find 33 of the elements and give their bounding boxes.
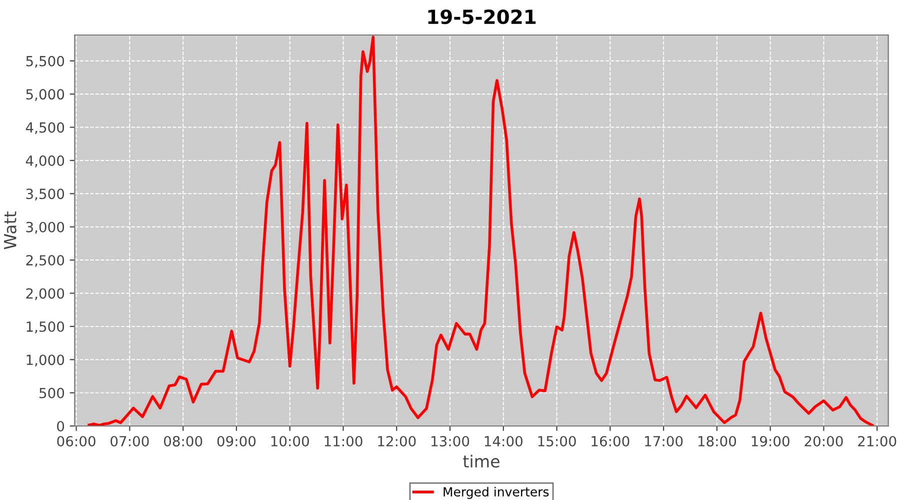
- y-tick-label: 1,000: [26, 354, 64, 367]
- x-axis-title: time: [463, 454, 500, 468]
- x-tick-label: 19:00: [752, 436, 790, 446]
- y-tick-label: 2,500: [26, 255, 64, 267]
- y-tick-label: 2,000: [26, 288, 64, 300]
- x-tick-label: 20:00: [804, 436, 843, 446]
- y-tick-label: 5,500: [26, 56, 64, 68]
- x-tick-label: 08:00: [164, 436, 202, 446]
- y-tick-label: 3,500: [26, 188, 64, 201]
- y-tick-label: 5,000: [26, 89, 64, 101]
- x-tick-label: 06:00: [57, 436, 96, 446]
- x-tick-label: 16:00: [592, 436, 630, 446]
- line-series: [88, 36, 874, 426]
- x-tick-label: 13:00: [432, 436, 470, 446]
- y-tick-label: 4,500: [26, 122, 64, 134]
- x-tick-label: 09:00: [217, 436, 256, 446]
- y-tick-label: 500: [40, 388, 64, 398]
- x-tick-label: 21:00: [858, 436, 896, 446]
- y-tick-label: 3,000: [26, 222, 64, 234]
- y-tick-label: 1,500: [26, 321, 64, 334]
- legend-label: Merged inverters: [444, 486, 549, 499]
- x-tick-label: 07:00: [110, 436, 149, 446]
- y-tick-label: 0: [57, 420, 64, 432]
- x-tick-label: 14:00: [484, 436, 522, 446]
- x-tick-label: 15:00: [538, 436, 576, 446]
- x-tick-label: 11:00: [324, 436, 362, 446]
- x-tick-label: 12:00: [378, 436, 416, 446]
- chart-title: 19-5-2021: [428, 9, 536, 24]
- x-tick-label: 18:00: [698, 436, 736, 446]
- y-axis-title: Watt: [4, 212, 16, 250]
- x-tick-label: 10:00: [271, 436, 309, 446]
- y-tick-label: 4,000: [26, 155, 64, 168]
- x-tick-label: 17:00: [645, 436, 683, 446]
